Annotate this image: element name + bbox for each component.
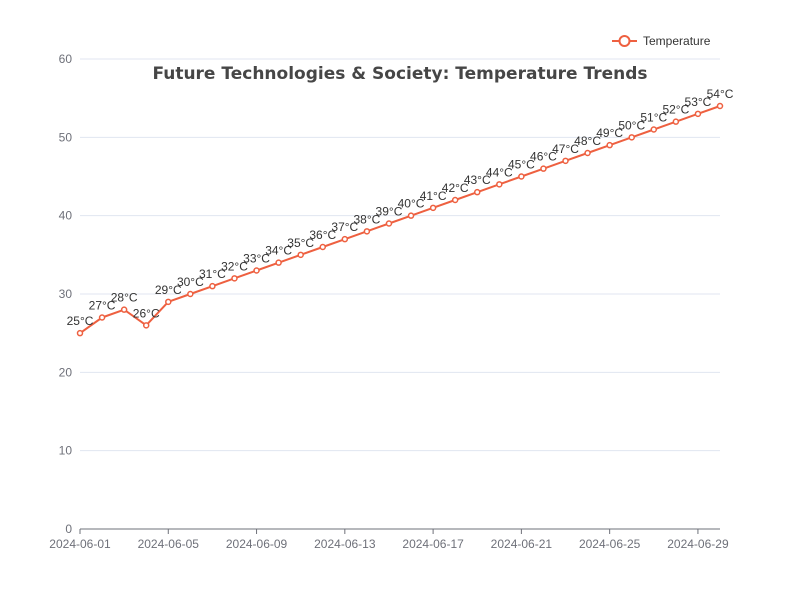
data-point[interactable] [363, 228, 371, 235]
x-tick-label: 2024-06-05 [138, 537, 200, 551]
data-label: 25°C [67, 314, 94, 328]
data-point[interactable] [385, 220, 393, 227]
x-tick-label: 2024-06-21 [491, 537, 553, 551]
x-tick-label: 2024-06-09 [226, 537, 288, 551]
data-label: 53°C [685, 95, 712, 109]
y-tick-label: 10 [59, 444, 73, 458]
data-label: 41°C [420, 189, 447, 203]
data-point[interactable] [275, 259, 282, 266]
series-line-temperature [79, 105, 721, 334]
data-point[interactable] [209, 282, 216, 290]
axes: 0 10 20 30 40 50 60 2024-06-01 2024-06-05 2024-06… [49, 52, 729, 551]
data-label: 35°C [287, 236, 314, 250]
data-label: 34°C [265, 244, 292, 258]
data-point[interactable] [187, 290, 194, 298]
data-point[interactable] [231, 275, 238, 282]
data-point[interactable] [628, 134, 635, 141]
data-point[interactable] [518, 173, 525, 180]
data-point[interactable] [165, 298, 172, 306]
data-label: 48°C [574, 134, 601, 148]
x-tick-label: 2024-06-25 [579, 537, 641, 551]
data-label: 43°C [464, 173, 491, 187]
data-point[interactable] [496, 181, 503, 188]
data-point[interactable] [451, 196, 459, 204]
data-label: 54°C [707, 87, 734, 101]
x-tick-label: 2024-06-01 [49, 537, 111, 551]
data-label: 36°C [309, 228, 336, 242]
x-tick-label: 2024-06-29 [667, 537, 729, 551]
x-tick-label: 2024-06-13 [314, 537, 376, 551]
legend[interactable]: Temperature [612, 34, 711, 48]
data-point[interactable] [694, 110, 702, 118]
y-tick-label: 30 [59, 287, 73, 301]
y-tick-label: 20 [59, 365, 73, 379]
data-label: 39°C [376, 205, 403, 219]
data-label: 50°C [618, 118, 645, 132]
data-label: 52°C [662, 103, 689, 117]
y-tick-label: 40 [59, 209, 73, 223]
data-label: 28°C [111, 291, 138, 305]
data-point[interactable] [650, 126, 658, 133]
data-label: 37°C [331, 220, 358, 234]
data-point[interactable] [341, 235, 349, 243]
data-point[interactable] [253, 267, 260, 274]
legend-marker-icon [618, 35, 631, 47]
data-label: 32°C [221, 259, 248, 273]
legend-entry-temperature: Temperature [643, 34, 711, 48]
data-label: 29°C [155, 283, 182, 297]
data-label: 47°C [552, 142, 579, 156]
data-label: 31°C [199, 267, 226, 281]
y-tick-label: 0 [65, 522, 72, 536]
data-label: 45°C [508, 158, 535, 172]
data-point[interactable] [319, 243, 327, 251]
data-point[interactable] [120, 306, 128, 313]
data-label: 26°C [133, 306, 160, 320]
data-label: 27°C [89, 299, 116, 313]
data-label: 51°C [640, 111, 667, 125]
series-layer [76, 102, 724, 337]
data-point[interactable] [429, 204, 437, 212]
data-label: 40°C [398, 197, 425, 211]
data-point[interactable] [716, 102, 724, 110]
grid-lines [80, 58, 720, 452]
data-point[interactable] [297, 251, 304, 259]
data-point[interactable] [142, 322, 150, 329]
data-point[interactable] [407, 212, 415, 219]
data-label: 30°C [177, 275, 204, 289]
data-point[interactable] [672, 118, 680, 125]
data-label: 42°C [442, 181, 469, 195]
data-point[interactable] [98, 314, 106, 321]
data-point[interactable] [540, 165, 547, 172]
data-point[interactable] [606, 141, 613, 149]
data-point[interactable] [562, 157, 569, 165]
data-point[interactable] [473, 188, 481, 196]
data-point[interactable] [76, 329, 84, 337]
chart-title: Future Technologies & Society: Temperatu… [152, 64, 647, 84]
data-label: 38°C [353, 212, 380, 226]
data-label: 33°C [243, 252, 270, 266]
y-tick-label: 50 [59, 130, 73, 144]
data-point[interactable] [584, 149, 591, 157]
data-label: 44°C [486, 165, 513, 179]
data-labels: 25°C27°C28°C26°C 29°C30°C31°C32°C33°C34°C… [67, 87, 734, 328]
y-tick-label: 60 [59, 52, 73, 66]
x-tick-label: 2024-06-17 [402, 537, 464, 551]
data-label: 49°C [596, 126, 623, 140]
data-label: 46°C [530, 150, 557, 164]
